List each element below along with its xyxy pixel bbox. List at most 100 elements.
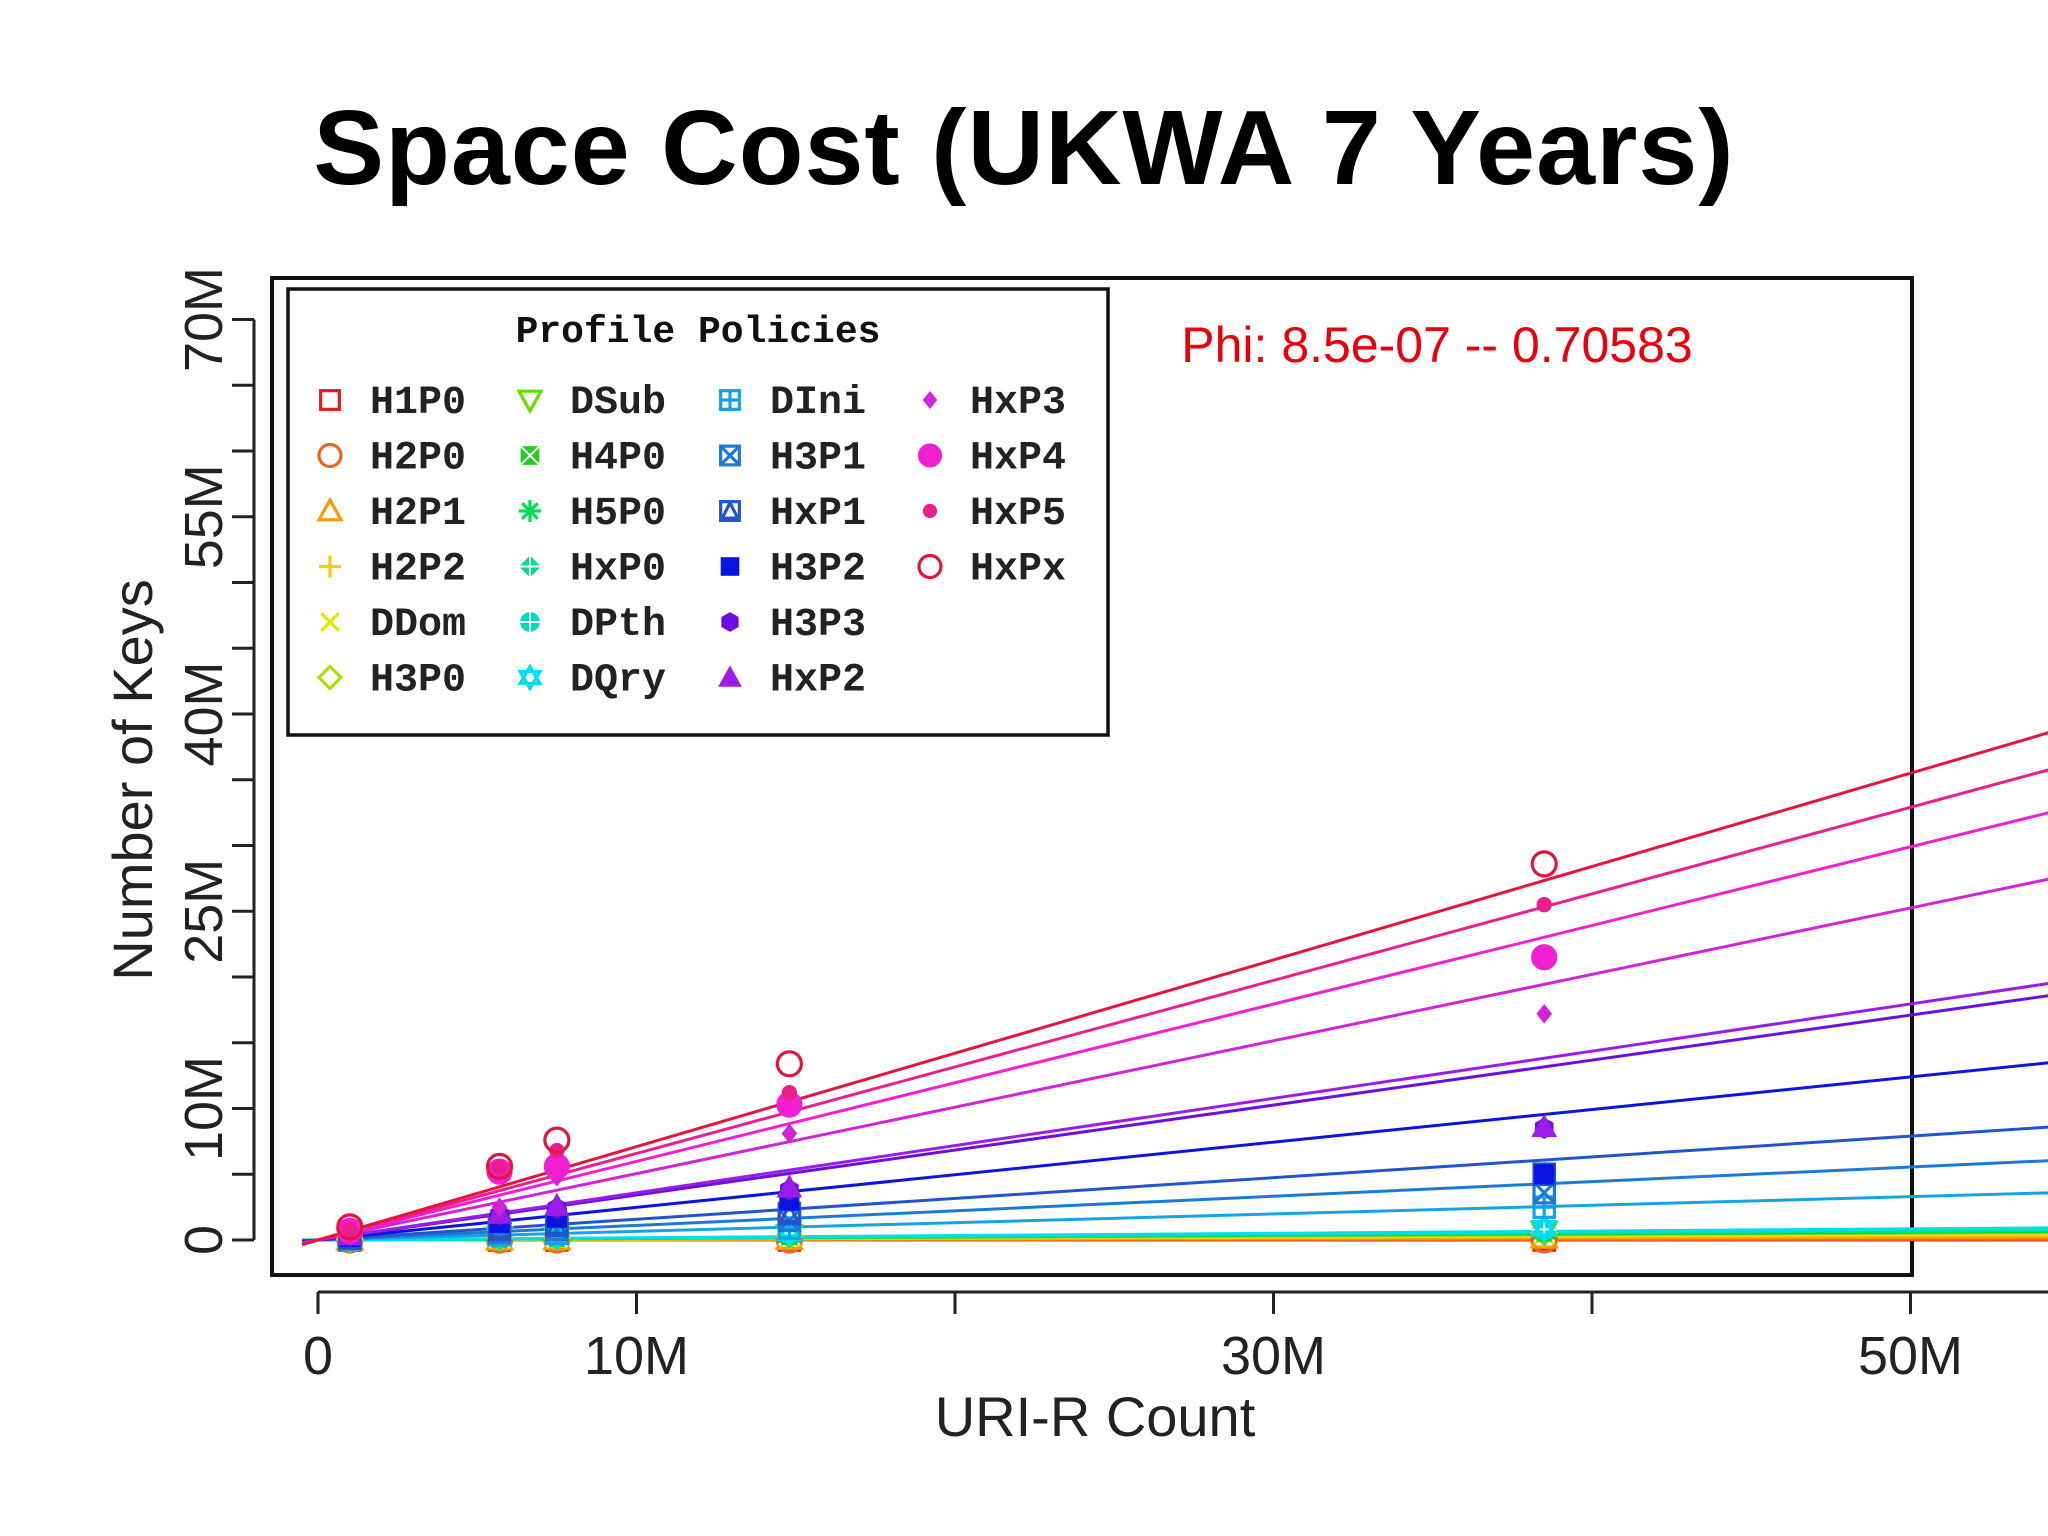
slide-title: Space Cost (UKWA 7 Years): [313, 89, 1735, 207]
fit-line-dqry: [302, 1226, 2048, 1242]
data-point-hxpx: [775, 1050, 803, 1078]
legend-label: DQry: [570, 659, 666, 704]
legend-marker-h2p1: [316, 496, 344, 522]
legend-marker-h3p3: [721, 612, 739, 632]
legend-item-h3p3: H3P3: [721, 603, 866, 648]
legend-marker-dini: [719, 389, 741, 411]
legend-label: H3P0: [370, 659, 466, 704]
legend-item-ddom: DDom: [320, 603, 466, 648]
legend-label: HxP1: [770, 492, 866, 537]
legend-item-hxp2: HxP2: [718, 659, 866, 704]
legend-item-hxp5: HxP5: [922, 492, 1066, 537]
fit-line-h3p2: [301, 1061, 2048, 1244]
data-points: [335, 850, 1559, 1255]
fit-line-hxp1: [301, 1125, 2048, 1243]
data-point-hxpx: [336, 1213, 364, 1241]
x-tick-label: 50M: [1858, 1326, 1963, 1386]
legend-marker-h3p1: [719, 444, 741, 467]
fit-line-hxp5: [301, 768, 2048, 1246]
legend-item-dini: DIni: [719, 381, 866, 426]
legend-label: H2P1: [370, 492, 466, 537]
fit-line-h3p1: [302, 1159, 2048, 1243]
y-tick-label: 40M: [174, 661, 234, 766]
y-tick-label: 0: [174, 1225, 234, 1255]
legend-label: HxP2: [770, 659, 866, 704]
legend-item-h3p2: H3P2: [720, 548, 866, 593]
legend-marker-dsub: [516, 389, 544, 415]
data-point-hxpx: [485, 1152, 514, 1180]
legend-marker-dqry: [517, 663, 543, 692]
legend-item-hxpx: HxPx: [917, 548, 1066, 593]
legend-marker-hxp4: [917, 443, 943, 468]
legend-marker-hxp2: [718, 665, 742, 687]
legend-label: HxP3: [970, 381, 1066, 426]
data-point-dqry: [1530, 1212, 1558, 1244]
data-point-hxp5: [491, 1159, 508, 1176]
x-axis-label: URI-R Count: [935, 1385, 1256, 1448]
y-tick-label: 70M: [174, 267, 234, 372]
chart-legend: Profile Policies H1P0 H2P0 H2P1 H2P2 DDom H3P0…: [286, 287, 1110, 737]
legend-title: Profile Policies: [516, 311, 881, 354]
legend-box: [286, 287, 1110, 737]
legend-label: H5P0: [570, 492, 666, 537]
legend-item-dsub: DSub: [516, 381, 666, 426]
x-tick-label: 10M: [584, 1326, 689, 1386]
fit-lines: [301, 731, 2048, 1247]
legend-label: HxP5: [970, 492, 1066, 537]
fit-line-hxp3: [301, 877, 2048, 1245]
legend-marker-h3p0: [316, 664, 344, 691]
legend-marker-hxp1: [719, 499, 741, 522]
legend-label: H3P3: [770, 603, 866, 648]
data-point-h3p2: [1534, 1164, 1555, 1185]
legend-item-h3p0: H3P0: [316, 659, 466, 704]
data-point-hxpx: [1530, 850, 1558, 878]
data-point-hxp2: [776, 1174, 803, 1198]
x-tick-label: 0: [303, 1326, 333, 1386]
legend-marker-ddom: [320, 612, 340, 632]
legend-item-h5p0: H5P0: [519, 492, 666, 537]
data-point-hxp4: [1531, 944, 1558, 971]
data-point-hxp5: [781, 1085, 798, 1101]
legend-marker-hxp5: [922, 503, 938, 519]
legend-label: DIni: [770, 381, 866, 426]
legend-label: H3P2: [770, 548, 866, 593]
legend-item-h2p1: H2P1: [316, 492, 466, 537]
legend-label: DDom: [370, 603, 466, 648]
legend-label: H2P2: [370, 548, 466, 593]
legend-marker-h1p0: [319, 389, 341, 411]
y-axis-label: Number of Keys: [101, 579, 164, 981]
legend-marker-hxp0: [519, 555, 541, 578]
legend-item-h3p1: H3P1: [719, 437, 866, 482]
legend-marker-h2p0: [317, 442, 343, 469]
legend-item-h4p0: H4P0: [519, 437, 666, 482]
legend-marker-hxp3: [922, 390, 938, 410]
legend-label: H3P1: [770, 437, 866, 482]
plot-frame: [270, 276, 1914, 1277]
legend-marker-hxpx: [917, 553, 943, 580]
legend-label: H4P0: [570, 437, 666, 482]
data-point-hxp5: [342, 1221, 358, 1238]
legend-item-hxp0: HxP0: [519, 548, 666, 593]
fit-line-h3p3: [301, 994, 2048, 1244]
legend-item-h2p0: H2P0: [317, 437, 466, 482]
legend-marker-h2p2: [319, 555, 341, 578]
data-point-hxp3: [491, 1197, 508, 1217]
fit-line-hxp2: [301, 982, 2048, 1244]
legend-item-h1p0: H1P0: [319, 381, 466, 426]
legend-label: H1P0: [370, 381, 466, 426]
y-tick-label: 10M: [174, 1056, 234, 1161]
fit-line-hxpx: [301, 731, 2048, 1247]
phi-annotation: Phi: 8.5e-07 -- 0.70583: [1181, 317, 1692, 373]
y-tick-label: 55M: [174, 464, 234, 569]
data-point-dini: [1532, 1195, 1557, 1219]
data-point-hxp3: [1536, 1004, 1553, 1024]
fit-line-dini: [302, 1191, 2048, 1242]
data-point-hxp3: [781, 1123, 798, 1144]
legend-marker-dpth: [520, 612, 540, 632]
y-tick-label: 25M: [174, 859, 234, 964]
x-tick-label: 30M: [1221, 1326, 1326, 1386]
legend-label: HxP4: [970, 437, 1066, 482]
legend-marker-h4p0: [519, 445, 541, 466]
